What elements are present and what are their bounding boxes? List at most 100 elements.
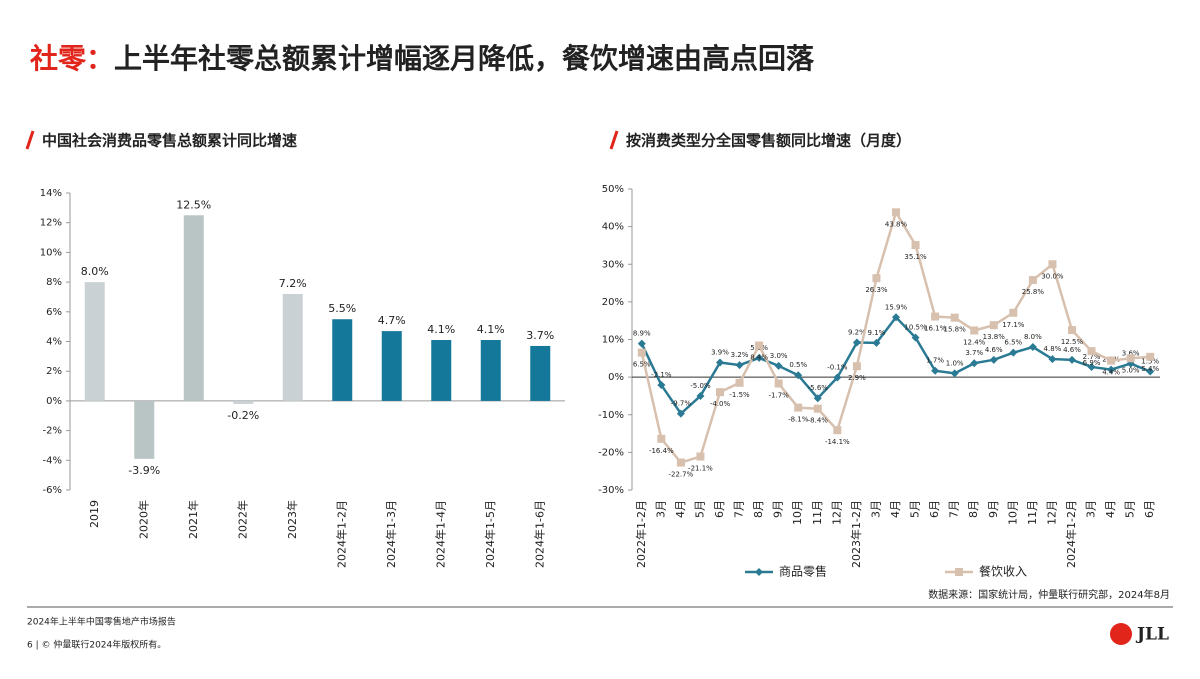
data-label: 26.3% <box>865 286 888 294</box>
point <box>989 321 998 330</box>
footer-report: 2024年上半年中国零售地产市场报告 <box>27 616 176 628</box>
bar <box>282 293 303 401</box>
data-label: 0.5% <box>789 361 807 369</box>
x-tick-label: 4月 <box>889 500 902 518</box>
point <box>716 358 724 367</box>
bar <box>233 400 254 404</box>
point <box>1146 352 1155 361</box>
x-tick-label: 5月 <box>909 500 922 518</box>
point <box>931 366 940 375</box>
logo-text: JLL <box>1135 625 1169 645</box>
title-prefix: 社零： <box>30 42 114 75</box>
y-tick-label: 2% <box>46 366 62 377</box>
point <box>931 312 940 321</box>
point <box>1028 276 1037 285</box>
point <box>794 403 803 412</box>
x-tick-label: 2022年1-2月 <box>634 500 648 568</box>
data-label: 16.1% <box>924 325 947 333</box>
bar <box>431 340 452 401</box>
x-tick-label: 9月 <box>987 500 1000 518</box>
data-label: 4.7% <box>378 314 406 327</box>
x-tick-label: 10月 <box>791 500 804 525</box>
data-label: 1.5% <box>1141 357 1159 365</box>
title-text: 上半年社零总额累计增幅逐月降低，餐饮增速由高点回落 <box>114 42 815 75</box>
point <box>872 338 881 347</box>
x-tick-label: 11月 <box>811 500 824 525</box>
point <box>657 381 666 390</box>
y-tick-label: -6% <box>43 485 62 496</box>
point <box>1107 356 1116 365</box>
point <box>676 458 685 467</box>
bar <box>183 215 204 401</box>
data-label: -0.2% <box>227 409 259 422</box>
x-tick-label: 2024年1-5月 <box>483 500 497 568</box>
point <box>1087 347 1096 356</box>
point <box>1146 367 1155 376</box>
point <box>1107 365 1116 374</box>
data-label: 6.5% <box>1004 339 1022 347</box>
point <box>774 361 783 370</box>
logo: JLL <box>1110 623 1169 645</box>
logo-mark <box>1110 623 1132 645</box>
point <box>892 313 900 322</box>
point <box>755 341 764 350</box>
x-tick-label: 11月 <box>1026 500 1039 525</box>
point <box>852 338 861 347</box>
data-label: 1.0% <box>946 359 964 367</box>
data-label: -1.7% <box>769 392 790 400</box>
point <box>716 388 724 397</box>
data-label: 8.0% <box>81 265 109 278</box>
bar <box>332 319 353 401</box>
y-tick-label: 8% <box>46 277 62 288</box>
data-label: 10.5% <box>904 324 927 332</box>
data-label: 4.4% <box>1102 369 1120 377</box>
x-tick-label: 7月 <box>948 500 961 518</box>
x-tick-label: 2024年1-2月 <box>1064 500 1078 568</box>
data-label: 6.9% <box>1083 359 1101 367</box>
legend-label: 餐饮收入 <box>979 564 1027 579</box>
x-tick-label: 2024年1-4月 <box>433 500 447 568</box>
point <box>1048 355 1057 364</box>
bar <box>84 282 105 401</box>
point <box>1009 308 1018 317</box>
point <box>911 241 920 250</box>
point <box>676 409 685 418</box>
point <box>637 348 646 357</box>
data-label: 8.4% <box>750 354 768 362</box>
data-label: 13.8% <box>983 333 1006 341</box>
bar <box>530 345 551 401</box>
data-label: 4.1% <box>427 323 455 336</box>
y-tick-label: -10% <box>598 410 624 421</box>
data-label: -8.4% <box>808 417 829 425</box>
data-label: 7.2% <box>279 277 307 290</box>
x-tick-label: 2023年1-2月 <box>849 500 863 568</box>
point <box>657 434 666 443</box>
data-label: 4.6% <box>1063 346 1081 354</box>
y-tick-label: 30% <box>602 259 624 270</box>
x-tick-label: 2023年 <box>285 500 299 539</box>
bar <box>381 331 402 401</box>
point <box>1068 326 1076 335</box>
y-tick-label: 14% <box>40 188 62 199</box>
data-label: 15.8% <box>944 326 967 334</box>
y-tick-label: 10% <box>602 335 624 346</box>
data-label: -9.7% <box>671 400 692 408</box>
point <box>833 373 842 382</box>
x-tick-label: 10月 <box>1006 500 1019 525</box>
data-label: 4.1% <box>477 323 505 336</box>
legend-marker <box>755 568 763 576</box>
chart-title: 中国社会消费品零售总额累计同比增速 <box>42 132 297 150</box>
point <box>911 333 920 342</box>
y-tick-label: 40% <box>602 222 624 233</box>
data-label: 4.6% <box>985 346 1003 354</box>
x-tick-label: 3月 <box>1085 500 1098 518</box>
point <box>989 355 998 364</box>
bar <box>134 400 155 459</box>
point <box>794 371 803 380</box>
x-tick-label: 9月 <box>772 500 785 518</box>
point <box>637 339 646 348</box>
y-tick-label: -20% <box>598 447 624 458</box>
data-label: 3.0% <box>770 352 788 360</box>
data-label: -21.1% <box>688 465 713 473</box>
y-tick-label: 10% <box>40 247 62 258</box>
